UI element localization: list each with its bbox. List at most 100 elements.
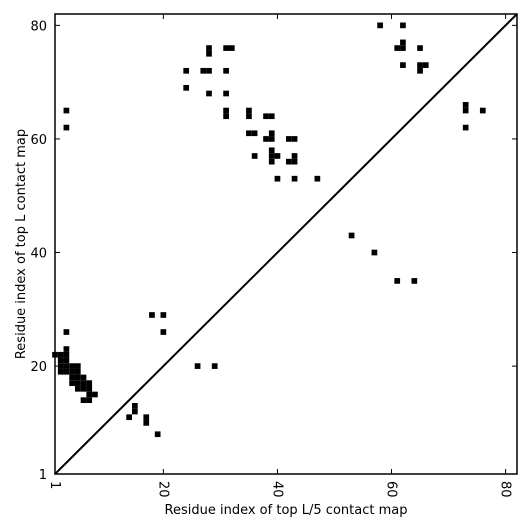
contact-cell-lower (86, 391, 93, 398)
x-tick-label: 60 (384, 481, 399, 498)
contact-cell-upper (286, 136, 292, 142)
contact-cell-lower (160, 329, 167, 335)
x-axis-label: Residue index of top L/5 contact map (165, 503, 408, 518)
contact-cell-lower (74, 374, 81, 381)
contact-cell-upper (183, 67, 190, 74)
contact-cell-upper (246, 107, 252, 114)
contact-cell-upper (417, 62, 423, 68)
contact-cell-upper (411, 278, 418, 284)
contact-cell-lower (57, 351, 64, 358)
contact-cell-upper (400, 22, 406, 29)
contact-cell-upper (291, 158, 298, 165)
contact-cell-upper (291, 175, 298, 182)
plot-frame (54, 13, 518, 475)
contact-cell-upper (268, 136, 275, 142)
contact-cell-lower (80, 385, 87, 392)
contact-cell-lower (80, 397, 87, 404)
contact-cell-upper (206, 50, 212, 57)
contact-cell-upper (268, 130, 275, 137)
contact-cells (52, 22, 486, 438)
contact-cell-upper (206, 45, 212, 51)
contact-cell-lower (74, 368, 81, 375)
contact-cell-lower (63, 329, 70, 335)
contact-cell-upper (263, 136, 269, 142)
x-tick-label: 20 (155, 481, 170, 498)
y-tick-label: 60 (30, 133, 47, 148)
contact-cell-lower (92, 391, 98, 398)
y-tick-label: 40 (30, 247, 47, 262)
contact-cell-upper (314, 175, 321, 182)
contact-cell-upper (251, 153, 258, 159)
contact-cell-lower (57, 363, 64, 369)
contact-cell-upper (417, 45, 423, 51)
contact-cell-upper (400, 62, 406, 68)
contact-cell-upper (479, 107, 486, 114)
contact-cell-lower (86, 397, 93, 404)
contact-cell-lower (86, 385, 93, 392)
y-tick-label: 20 (30, 360, 47, 375)
contact-cell-lower (211, 363, 218, 369)
contact-cell-upper (462, 102, 469, 108)
contact-cell-upper (223, 45, 229, 51)
contact-cell-lower (63, 368, 70, 375)
contact-cell-upper (228, 45, 235, 51)
contact-cell-lower (154, 431, 161, 438)
contact-cell-upper (263, 113, 269, 120)
contact-cell-upper (400, 39, 406, 46)
contact-cell-lower (69, 374, 75, 381)
contact-cell-upper (291, 153, 298, 159)
contact-cell-lower (69, 363, 75, 369)
contact-cell-lower (63, 351, 70, 358)
contact-cell-upper (63, 124, 70, 131)
contact-cell-upper (223, 113, 229, 120)
contact-cell-lower (80, 374, 87, 381)
contact-cell-upper (291, 136, 298, 142)
y-tick-label: 80 (30, 19, 47, 34)
contact-cell-lower (80, 380, 87, 386)
y-axis-ticks: 1 20 40 60 80 (30, 19, 517, 483)
contact-cell-upper (462, 124, 469, 131)
contact-cell-upper (246, 130, 252, 137)
contact-cell-upper (206, 90, 212, 97)
contact-cell-upper (462, 107, 469, 114)
contact-cell-lower (143, 414, 150, 421)
contact-cell-upper (183, 84, 190, 91)
y-axis-label: Residue index of top L contact map (14, 129, 29, 359)
contact-cell-upper (251, 130, 258, 137)
contact-cell-upper (200, 67, 207, 74)
contact-cell-upper (274, 175, 281, 182)
contact-cell-upper (223, 90, 229, 97)
contact-cell-lower (57, 357, 64, 364)
contact-cell-upper (268, 147, 275, 154)
contact-cell-upper (377, 22, 383, 29)
contact-cell-upper (286, 158, 292, 165)
contact-cell-lower (74, 380, 81, 386)
contact-cell-lower (63, 346, 70, 352)
contact-cell-upper (371, 249, 378, 256)
contact-cell-upper (268, 113, 275, 120)
contact-cell-lower (160, 312, 167, 318)
x-tick-label: 40 (269, 481, 284, 498)
contact-cell-upper (246, 113, 252, 120)
x-tick-label: 1 (47, 481, 62, 489)
contact-cell-lower (132, 403, 138, 409)
contact-cell-lower (69, 380, 75, 386)
contact-cell-upper (223, 67, 229, 74)
contact-cell-upper (422, 62, 429, 68)
diagonal-line (54, 13, 518, 475)
contact-cell-upper (268, 158, 275, 165)
contact-cell-lower (63, 363, 70, 369)
contact-cell-upper (348, 232, 355, 239)
contact-cell-upper (206, 67, 212, 74)
contact-cell-upper (63, 107, 70, 114)
contact-cell-lower (194, 363, 201, 369)
contact-cell-upper (223, 107, 229, 114)
contact-cell-lower (132, 408, 138, 415)
contact-cell-lower (143, 420, 150, 426)
contact-cell-upper (268, 153, 275, 159)
y-tick-label: 1 (39, 468, 47, 483)
contact-cell-upper (274, 153, 281, 159)
contact-cell-lower (74, 363, 81, 369)
contact-cell-lower (69, 368, 75, 375)
